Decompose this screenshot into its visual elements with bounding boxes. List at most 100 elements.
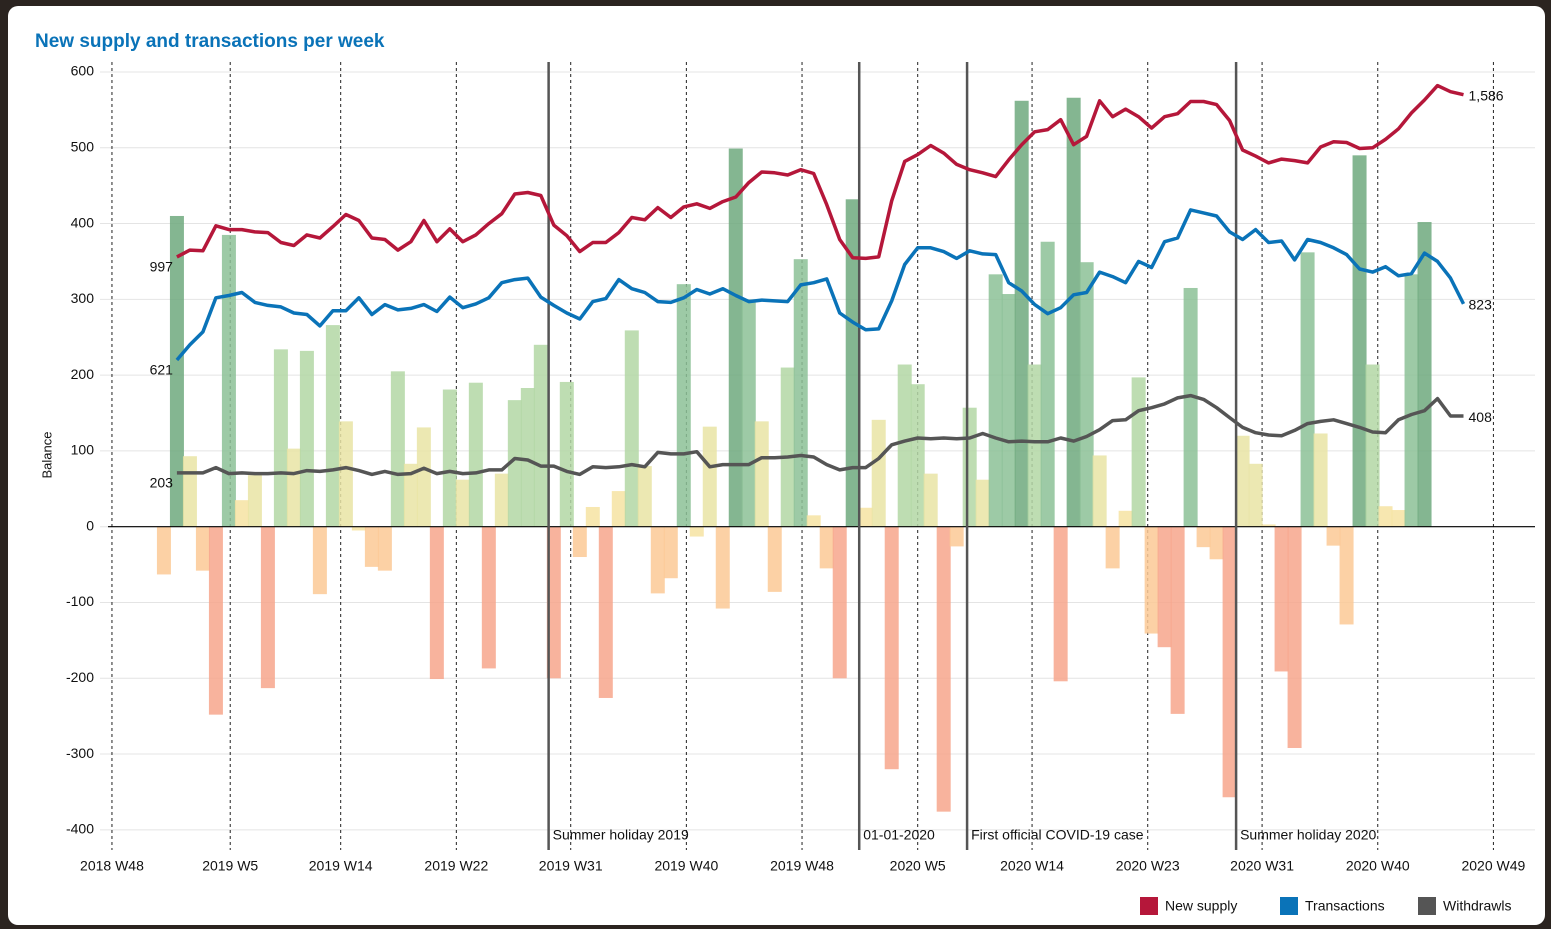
bar <box>455 479 470 527</box>
bar <box>156 526 171 575</box>
bar <box>403 463 418 527</box>
bar <box>676 284 691 527</box>
x-tick-label: 2019 W22 <box>424 858 488 874</box>
y-tick-label: 200 <box>71 366 95 382</box>
bar <box>260 526 275 689</box>
bar <box>312 526 327 595</box>
bar <box>1079 262 1094 527</box>
y-tick-label: 300 <box>71 290 95 306</box>
bar <box>1248 463 1263 527</box>
bar <box>1118 510 1133 527</box>
bar <box>1053 526 1068 682</box>
bar <box>572 526 587 558</box>
bar <box>910 384 925 527</box>
bar <box>806 515 821 527</box>
bar <box>871 419 886 527</box>
bar <box>1326 526 1341 546</box>
bar <box>936 526 951 812</box>
bar <box>1365 364 1380 527</box>
bar <box>637 466 652 527</box>
end-label: 408 <box>1469 409 1493 425</box>
x-tick-label: 2020 W31 <box>1230 858 1294 874</box>
bar <box>897 364 912 527</box>
bar <box>1339 526 1354 625</box>
bar <box>247 475 262 527</box>
bar <box>520 388 535 527</box>
bar <box>988 274 1003 527</box>
event-label: Summer holiday 2019 <box>553 827 689 843</box>
bar <box>1404 274 1419 527</box>
bar <box>1040 241 1055 527</box>
legend-label: New supply <box>1165 898 1237 914</box>
bar <box>1391 510 1406 527</box>
bar <box>754 421 769 527</box>
bar <box>650 526 665 594</box>
bar <box>182 456 197 527</box>
bar <box>494 473 509 527</box>
bar <box>325 325 340 527</box>
bar <box>273 349 288 527</box>
bar <box>533 344 548 527</box>
bar <box>975 479 990 527</box>
bar <box>702 426 717 527</box>
bar <box>208 526 223 715</box>
bar <box>377 526 392 571</box>
bar <box>832 526 847 679</box>
end-label: 823 <box>1469 297 1493 313</box>
bar <box>611 491 626 527</box>
y-tick-label: 600 <box>71 63 95 79</box>
legend-label: Withdrawls <box>1443 898 1511 914</box>
bar <box>221 234 236 527</box>
bar <box>1014 100 1029 527</box>
x-tick-label: 2020 W5 <box>890 858 946 874</box>
x-tick-label: 2019 W5 <box>202 858 258 874</box>
bar <box>962 407 977 527</box>
x-tick-label: 2018 W48 <box>80 858 144 874</box>
bar <box>715 526 730 609</box>
legend-swatch <box>1418 897 1436 915</box>
bar <box>1027 364 1042 527</box>
y-tick-label: 400 <box>71 214 95 230</box>
y-tick-label: -100 <box>66 593 94 609</box>
bar <box>1235 435 1250 527</box>
bar <box>286 448 301 527</box>
bar <box>1131 377 1146 527</box>
bar <box>1066 97 1081 527</box>
bar <box>689 526 704 537</box>
y-tick-label: 500 <box>71 138 95 154</box>
bar <box>923 473 938 527</box>
bar <box>1209 526 1224 560</box>
bar <box>624 330 639 527</box>
bar <box>858 507 873 527</box>
x-tick-label: 2020 W23 <box>1116 858 1180 874</box>
bar <box>1300 252 1315 527</box>
legend-label: Transactions <box>1305 898 1385 914</box>
x-tick-label: 2019 W14 <box>309 858 373 874</box>
bar <box>1183 287 1198 527</box>
bar <box>442 389 457 527</box>
bar <box>468 382 483 527</box>
bar <box>195 526 210 571</box>
bar <box>1170 526 1185 714</box>
bar <box>364 526 379 567</box>
bar <box>1105 526 1120 569</box>
legend-swatch <box>1280 897 1298 915</box>
bar <box>416 427 431 527</box>
chart-title: New supply and transactions per week <box>35 31 385 52</box>
x-tick-label: 2020 W14 <box>1000 858 1064 874</box>
x-tick-label: 2020 W40 <box>1346 858 1410 874</box>
bar <box>1378 506 1393 527</box>
bar <box>559 381 574 527</box>
bar <box>845 199 860 527</box>
start-label: 621 <box>150 362 174 378</box>
bar <box>169 215 184 527</box>
bar <box>1157 526 1172 648</box>
bar <box>741 299 756 527</box>
bar <box>299 350 314 527</box>
bar <box>663 526 678 579</box>
bar <box>1196 526 1211 548</box>
event-label: Summer holiday 2020 <box>1240 827 1376 843</box>
bar <box>1313 433 1328 527</box>
event-label: First official COVID-19 case <box>971 827 1144 843</box>
y-tick-label: 0 <box>86 517 94 533</box>
